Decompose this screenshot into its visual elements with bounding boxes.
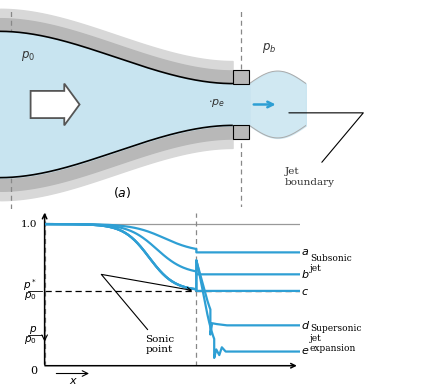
Text: Sonic
point: Sonic point: [101, 274, 191, 354]
Text: $p$: $p$: [29, 324, 37, 336]
Text: $x$: $x$: [69, 376, 79, 385]
Text: Subsonic
jet: Subsonic jet: [310, 253, 351, 273]
Text: Supersonic
jet
expansion: Supersonic jet expansion: [310, 324, 361, 353]
Bar: [232, 70, 249, 84]
Text: $p_0$: $p_0$: [24, 334, 37, 346]
Text: $c$: $c$: [301, 287, 309, 296]
Text: Jet
boundary: Jet boundary: [285, 113, 363, 187]
Text: $p_0$: $p_0$: [21, 50, 36, 63]
Text: $p_b$: $p_b$: [262, 41, 276, 55]
Text: $p^*$: $p^*$: [23, 277, 37, 293]
Text: $b$: $b$: [301, 268, 309, 280]
FancyArrow shape: [31, 84, 79, 125]
Text: $(a)$: $(a)$: [113, 185, 132, 200]
Text: $\cdot p_e$: $\cdot p_e$: [208, 98, 225, 110]
Text: 1.0: 1.0: [20, 219, 37, 229]
Text: $d$: $d$: [301, 319, 310, 330]
Text: $p_0$: $p_0$: [24, 290, 37, 302]
Text: 0: 0: [30, 366, 37, 377]
Text: $e$: $e$: [301, 346, 309, 356]
Text: $a$: $a$: [301, 247, 309, 257]
Bar: [232, 125, 249, 139]
